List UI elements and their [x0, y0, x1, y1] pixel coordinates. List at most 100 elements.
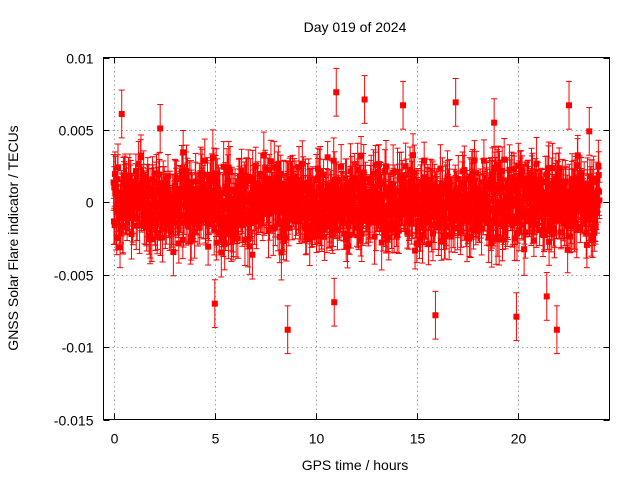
point-marker: [249, 174, 256, 181]
point-marker: [280, 184, 287, 191]
point-marker: [243, 177, 250, 184]
point-marker: [262, 164, 269, 171]
point-marker: [167, 205, 174, 212]
point-marker: [245, 174, 252, 181]
point-marker: [221, 240, 228, 247]
point-marker: [264, 175, 271, 182]
point-marker: [149, 204, 156, 211]
point-marker: [408, 220, 415, 227]
point-marker: [184, 222, 191, 229]
point-marker: [187, 238, 194, 245]
point-marker: [241, 236, 248, 243]
point-marker: [410, 152, 417, 159]
point-marker: [196, 224, 203, 231]
point-marker: [276, 233, 283, 240]
point-marker: [233, 229, 240, 236]
point-marker: [243, 197, 250, 204]
point-marker: [219, 189, 226, 196]
point-marker: [209, 154, 216, 161]
point-marker: [217, 200, 224, 207]
data-point: [225, 140, 232, 195]
point-marker: [118, 191, 125, 198]
point-marker: [383, 163, 390, 170]
point-marker: [274, 164, 281, 171]
point-marker: [292, 218, 299, 225]
point-marker: [246, 243, 253, 250]
point-marker: [220, 163, 227, 170]
point-marker: [421, 157, 428, 164]
point-marker: [275, 220, 282, 227]
point-marker: [145, 185, 152, 192]
point-marker: [244, 236, 251, 243]
point-marker: [275, 160, 282, 167]
point-marker: [301, 207, 308, 214]
point-marker: [356, 179, 363, 186]
point-marker: [285, 224, 292, 231]
point-marker: [278, 180, 285, 187]
point-marker: [133, 222, 140, 229]
point-marker: [172, 182, 179, 189]
point-marker: [145, 182, 152, 189]
point-marker: [123, 211, 130, 218]
point-marker: [191, 221, 198, 228]
point-marker: [159, 234, 166, 241]
point-marker: [280, 237, 287, 244]
point-marker: [142, 204, 149, 211]
data-point: [274, 151, 281, 185]
point-marker: [213, 207, 220, 214]
point-marker: [165, 216, 172, 223]
point-marker: [223, 225, 230, 232]
point-marker: [148, 236, 155, 243]
point-marker: [128, 231, 135, 238]
point-marker: [175, 240, 182, 247]
point-marker: [123, 179, 130, 186]
point-marker: [278, 190, 285, 197]
point-marker: [172, 219, 179, 226]
point-marker: [112, 180, 119, 187]
data-series: [110, 67, 603, 355]
point-marker: [147, 233, 154, 240]
point-marker: [249, 251, 256, 258]
point-marker: [220, 235, 227, 242]
point-marker: [324, 154, 331, 161]
point-marker: [168, 227, 175, 234]
point-marker: [295, 164, 302, 171]
point-marker: [236, 173, 243, 180]
point-marker: [252, 187, 259, 194]
point-marker: [164, 173, 171, 180]
point-marker: [179, 236, 186, 243]
point-marker: [181, 212, 188, 219]
point-marker: [253, 218, 260, 225]
point-marker: [302, 222, 309, 229]
point-marker: [293, 215, 300, 222]
point-marker: [192, 178, 199, 185]
point-marker: [271, 164, 278, 171]
point-marker: [229, 195, 236, 202]
point-marker: [157, 214, 164, 221]
point-marker: [283, 234, 290, 241]
point-marker: [137, 193, 144, 200]
point-marker: [239, 211, 246, 218]
point-marker: [134, 215, 141, 222]
point-marker: [266, 166, 273, 173]
point-marker: [297, 217, 304, 224]
data-point: [295, 146, 302, 189]
point-marker: [213, 239, 220, 246]
point-marker: [120, 223, 127, 230]
point-marker: [111, 184, 118, 191]
point-marker: [216, 229, 223, 236]
point-marker: [170, 249, 177, 256]
point-marker: [227, 169, 234, 176]
point-marker: [176, 213, 183, 220]
point-marker: [278, 249, 285, 256]
point-marker: [295, 207, 302, 214]
point-marker: [276, 197, 283, 204]
point-marker: [224, 168, 231, 175]
point-marker: [238, 167, 245, 174]
point-marker: [143, 221, 150, 228]
point-marker: [257, 170, 264, 177]
point-marker: [235, 214, 242, 221]
point-marker: [226, 214, 233, 221]
point-marker: [425, 241, 432, 248]
